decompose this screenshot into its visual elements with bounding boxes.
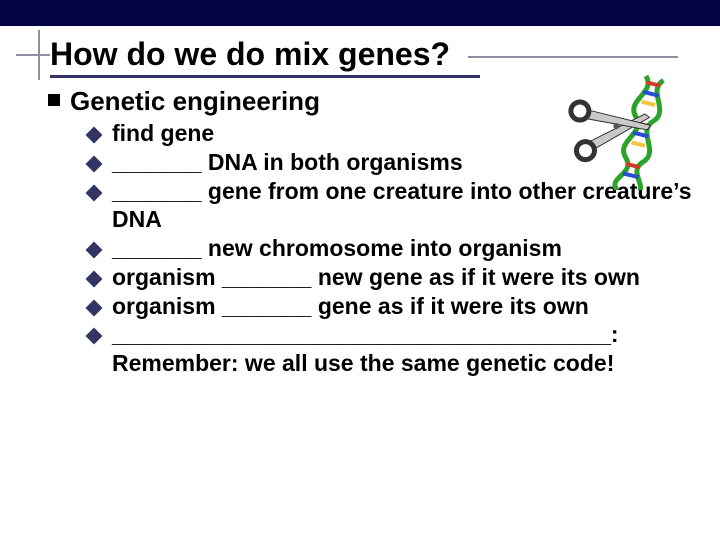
diamond-bullet-icon <box>86 270 103 287</box>
diamond-bullet-icon <box>86 328 103 345</box>
diamond-bullet-icon <box>86 184 103 201</box>
list-item-text: _______________________________________:… <box>112 320 694 378</box>
list-item-text: _______ DNA in both organisms <box>112 148 463 177</box>
square-bullet-icon <box>48 94 60 106</box>
dna-scissors-icon <box>564 70 694 190</box>
title-underline <box>50 75 480 78</box>
diamond-bullet-icon <box>86 242 103 259</box>
list-item: organism _______ gene as if it were its … <box>88 292 694 321</box>
diamond-bullet-icon <box>86 127 103 144</box>
diamond-bullet-icon <box>86 155 103 172</box>
axis-decoration <box>468 56 678 58</box>
list-item: organism _______ new gene as if it were … <box>88 263 694 292</box>
top-bar <box>0 0 720 26</box>
list-item-text: organism _______ gene as if it were its … <box>112 292 589 321</box>
list-item-text: organism _______ new gene as if it were … <box>112 263 640 292</box>
list-item: _______________________________________:… <box>88 320 694 378</box>
slide-title: How do we do mix genes? <box>50 36 454 73</box>
diamond-bullet-icon <box>86 299 103 316</box>
list-item-text: find gene <box>112 119 214 148</box>
list-item: _______ new chromosome into organism <box>88 234 694 263</box>
heading-text: Genetic engineering <box>70 86 320 117</box>
list-item-text: _______ new chromosome into organism <box>112 234 562 263</box>
